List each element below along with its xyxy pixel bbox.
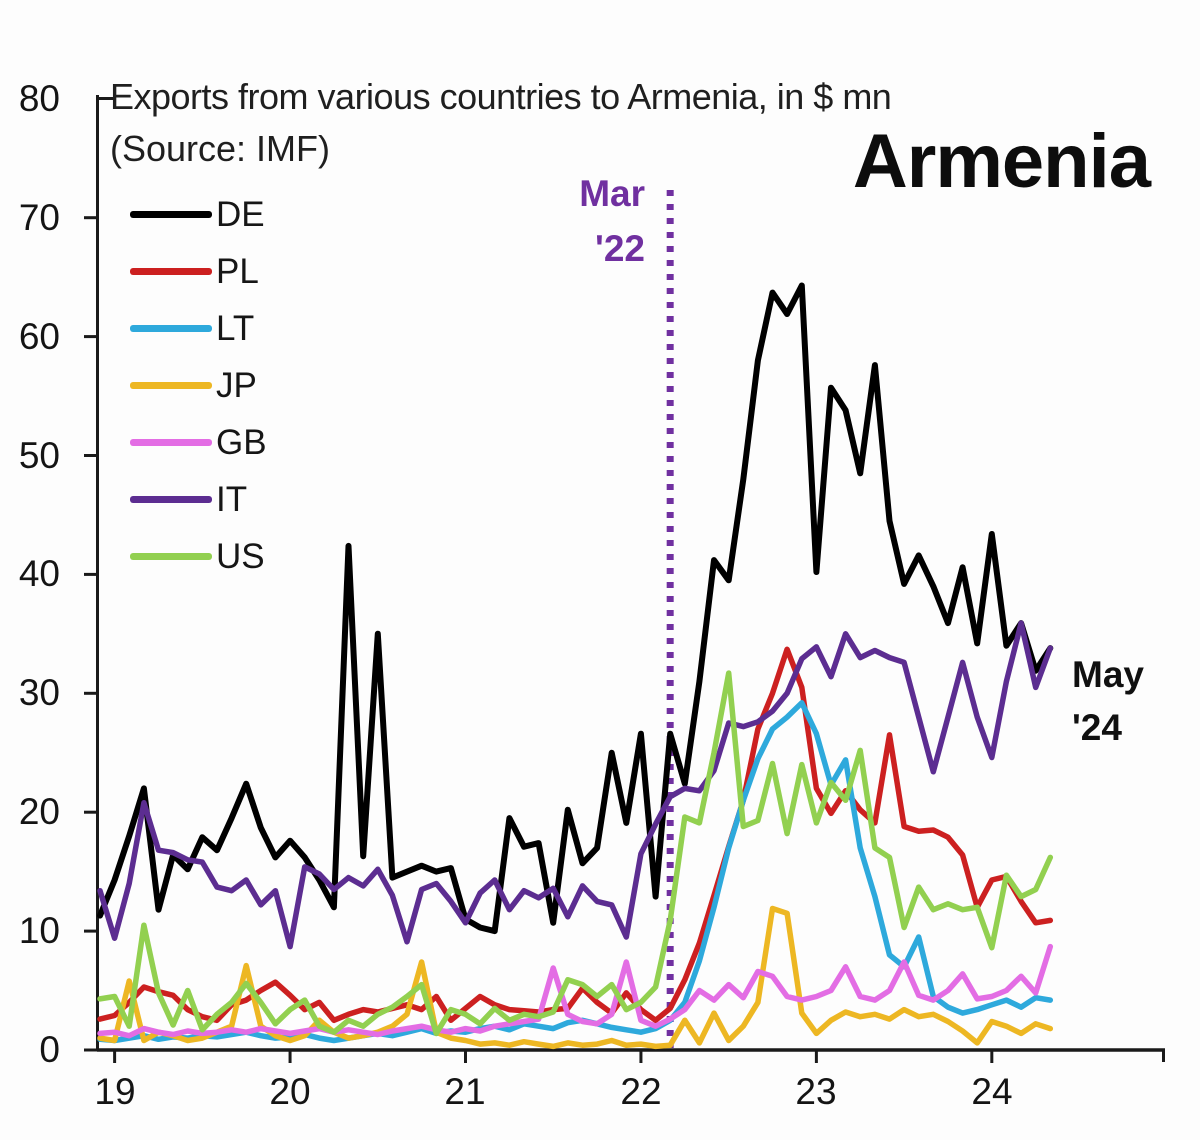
legend-label-pl: PL — [216, 251, 259, 291]
legend-item-jp: JP — [130, 357, 390, 414]
series-line-lt — [97, 700, 1054, 1044]
series-line-jp — [97, 905, 1054, 1050]
series-line-de — [97, 282, 1054, 935]
event-annotation: Mar '22 — [480, 166, 645, 276]
series-line-us — [97, 670, 1054, 1037]
legend-item-lt: LT — [130, 300, 390, 357]
legend-label-gb: GB — [216, 422, 267, 462]
series-line-pl — [97, 646, 1054, 1024]
legend-swatch-lt-icon — [130, 325, 212, 332]
y-axis-label: 60 — [18, 316, 60, 357]
source-note: (Source: IMF) — [110, 128, 331, 169]
y-axis-label: 30 — [18, 672, 60, 713]
event-annotation-month: Mar — [579, 173, 645, 214]
y-axis-label: 20 — [18, 791, 60, 832]
legend-swatch-gb-icon — [130, 439, 212, 446]
y-axis-label: 70 — [18, 197, 60, 238]
legend-swatch-jp-icon — [130, 382, 212, 389]
legend-swatch-it-icon — [130, 496, 212, 503]
x-axis-label: 23 — [795, 1071, 837, 1112]
legend-label-jp: JP — [216, 365, 257, 405]
x-axis-label: 22 — [620, 1071, 662, 1112]
legend-item-pl: PL — [130, 243, 390, 300]
x-axis-label: 21 — [444, 1071, 486, 1112]
end-annotation-month: May — [1072, 654, 1144, 695]
x-axis-label: 19 — [94, 1071, 136, 1112]
legend-label-lt: LT — [216, 308, 255, 348]
y-axis-label: 0 — [39, 1029, 60, 1070]
y-axis-label: 10 — [18, 910, 60, 951]
legend-label-us: US — [216, 536, 265, 576]
legend-item-gb: GB — [130, 414, 390, 471]
legend-label-de: DE — [216, 194, 265, 234]
country-label: Armenia — [852, 119, 1151, 204]
end-annotation: May '24 — [1072, 648, 1200, 754]
y-axis-label: 80 — [18, 78, 60, 119]
legend-label-it: IT — [216, 479, 248, 519]
x-axis-label: 20 — [269, 1071, 311, 1112]
legend-item-it: IT — [130, 471, 390, 528]
legend-item-us: US — [130, 528, 390, 585]
x-axis-label: 24 — [971, 1071, 1013, 1112]
legend-swatch-us-icon — [130, 553, 212, 560]
chart-title: Exports from various countries to Armeni… — [110, 76, 892, 117]
end-annotation-year: '24 — [1072, 707, 1122, 748]
legend-swatch-pl-icon — [130, 268, 212, 275]
legend-swatch-de-icon — [130, 211, 212, 218]
series-line-it — [97, 620, 1054, 950]
legend-item-de: DE — [130, 186, 390, 243]
y-axis-label: 50 — [18, 435, 60, 476]
legend: DE PL LT JP GB IT US — [130, 186, 390, 585]
series-line-gb — [97, 943, 1054, 1039]
event-annotation-year: '22 — [595, 228, 645, 269]
y-axis-label: 40 — [18, 553, 60, 594]
